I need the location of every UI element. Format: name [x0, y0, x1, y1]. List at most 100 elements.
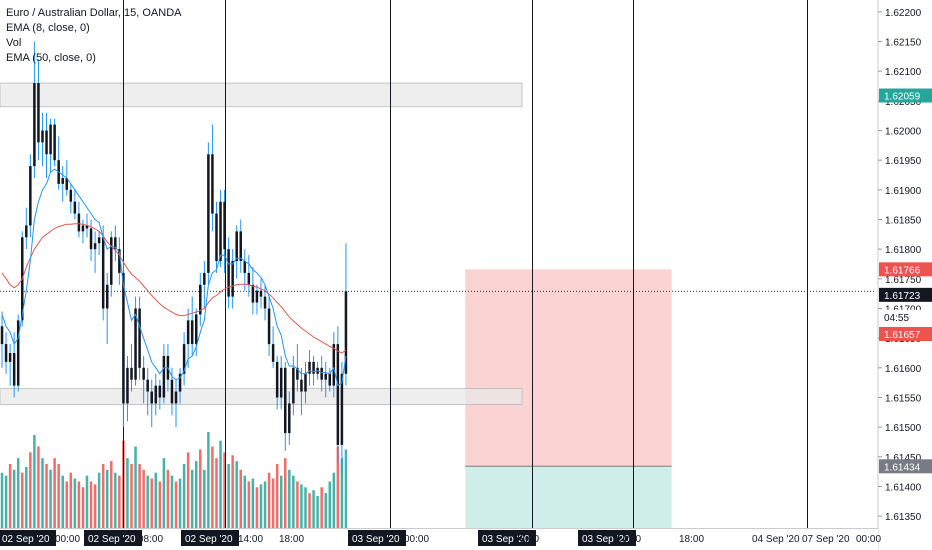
candle-body — [284, 367, 287, 434]
candle-body — [118, 249, 121, 273]
candle-body — [279, 367, 283, 398]
candle-body — [190, 320, 194, 345]
candle-body — [186, 320, 190, 345]
candle-body — [296, 367, 299, 380]
volume-bar — [231, 455, 234, 528]
price-tick-label: 1.61850 — [885, 216, 922, 227]
volume-bar — [138, 464, 141, 528]
candle-body — [101, 237, 105, 309]
price-zone-1 — [0, 388, 523, 405]
candle-body — [89, 228, 93, 250]
price-tick-label: 1.61400 — [885, 482, 922, 493]
volume-bar — [312, 490, 315, 528]
price-badge-label: 04:55 — [884, 313, 909, 324]
volume-bar — [288, 469, 291, 528]
volume-bar — [110, 461, 113, 528]
candle-body — [154, 385, 158, 404]
candle-body — [194, 314, 198, 345]
volume-bar — [150, 478, 153, 528]
candle-body — [69, 189, 73, 202]
volume-bar — [332, 472, 336, 528]
time-label: 18:00 — [679, 534, 704, 545]
candle-body — [174, 391, 178, 404]
volume-bar — [20, 472, 24, 528]
candle-body — [105, 284, 109, 309]
volume-bar — [33, 434, 36, 528]
ema-fast-line — [1, 168, 347, 387]
candle-body — [4, 344, 8, 362]
candle-body — [227, 249, 230, 297]
candle-body — [182, 344, 186, 374]
volume-bar — [275, 464, 279, 528]
price-badge-label: 1.61723 — [884, 291, 921, 302]
volume-bar — [142, 469, 145, 528]
candle-body — [259, 290, 263, 297]
volume-bar — [37, 446, 40, 528]
price-badge-label: 1.61766 — [884, 265, 921, 276]
candle-body — [97, 237, 101, 244]
price-tick-label: 1.62100 — [885, 67, 922, 78]
legend-ema-fast: EMA (8, close, 0) — [6, 22, 90, 34]
candle-body — [267, 308, 271, 345]
candle-body — [324, 373, 327, 380]
candle-body — [37, 83, 40, 143]
volume-bar — [69, 472, 73, 528]
candle-body — [263, 296, 267, 309]
volume-bar — [251, 478, 255, 528]
candle-body — [231, 261, 234, 297]
candle-body — [142, 367, 145, 380]
candle-body — [215, 213, 218, 262]
candle-body — [138, 308, 141, 368]
candle-body — [344, 291, 348, 374]
volume-bar — [219, 440, 222, 528]
candle-body — [93, 243, 97, 250]
time-label: 08:00 — [138, 534, 163, 545]
volume-bar — [292, 475, 295, 528]
take-profit-zone — [465, 466, 672, 528]
candle-body — [320, 367, 323, 380]
price-tick-label: 1.62000 — [885, 127, 922, 138]
candle-body — [16, 320, 20, 386]
volume-bar — [130, 464, 133, 528]
price-badge-label: 1.61434 — [884, 462, 921, 473]
candle-body — [158, 385, 162, 398]
candle-body — [199, 284, 202, 315]
volume-bar — [170, 475, 174, 528]
price-badge — [879, 287, 932, 302]
candle-body — [45, 130, 48, 155]
volume-bar — [199, 449, 202, 528]
time-label-box — [0, 530, 56, 546]
volume-bar — [97, 472, 101, 528]
volume-bar — [247, 481, 251, 528]
volume-bar — [57, 464, 60, 528]
candle-body — [328, 373, 332, 386]
candle-body — [207, 154, 210, 273]
volume-bar — [194, 461, 198, 528]
time-label: 14:00 — [238, 534, 263, 545]
volume-bar — [267, 472, 271, 528]
volume-bar — [207, 432, 210, 528]
candle-body — [271, 344, 275, 362]
candle-body — [255, 290, 259, 303]
time-label: 00:00 — [55, 534, 80, 545]
volume-bar — [154, 472, 158, 528]
volume-bar — [340, 458, 344, 528]
volume-bar — [296, 481, 299, 528]
volume-bar — [211, 446, 214, 528]
volume-bar — [12, 469, 16, 528]
candle-body — [114, 237, 117, 250]
candle-body — [0, 326, 4, 345]
volume-bar — [328, 481, 332, 528]
candle-body — [12, 352, 16, 386]
candle-body — [275, 361, 279, 398]
candle-body — [223, 201, 226, 250]
volume-bar — [255, 487, 259, 528]
volume-bar — [304, 487, 307, 528]
legend-symbol: Euro / Australian Dollar, 15, OANDA — [6, 7, 182, 19]
price-tick-label: 1.61500 — [885, 423, 922, 434]
volume-bar — [178, 478, 182, 528]
volume-bar — [114, 472, 117, 528]
volume-bar — [118, 475, 121, 528]
